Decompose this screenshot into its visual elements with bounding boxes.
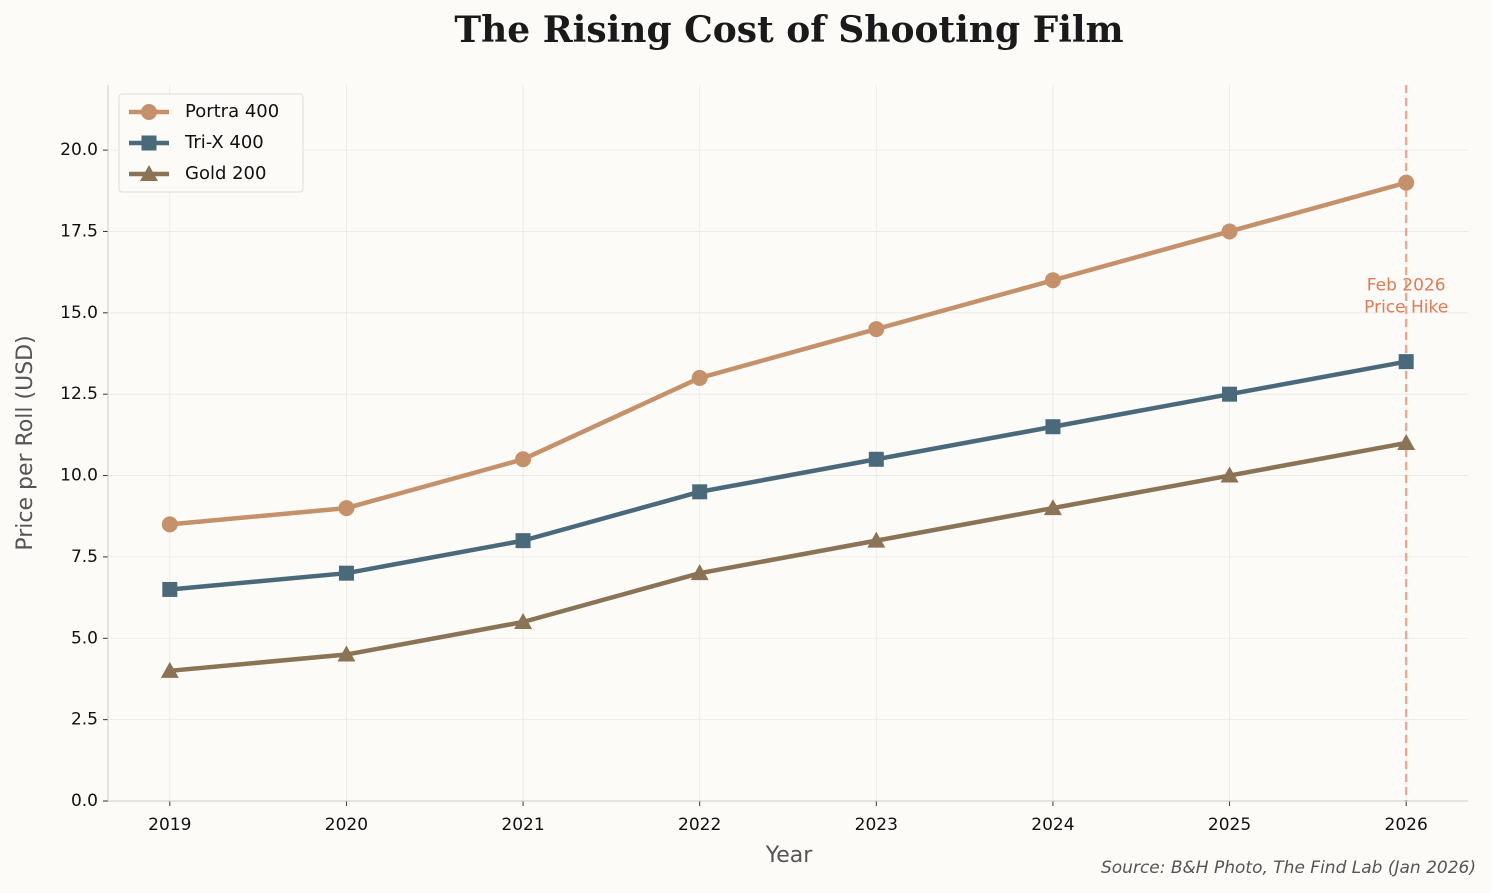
marker	[1221, 223, 1238, 240]
marker	[514, 613, 533, 629]
y-tick-label: 2.5	[71, 710, 98, 730]
marker	[1043, 499, 1062, 516]
marker	[515, 533, 531, 549]
marker	[867, 531, 886, 548]
y-tick-label: 15.0	[60, 303, 98, 323]
y-tick-label: 12.5	[60, 384, 98, 404]
x-tick-label: 2019	[148, 815, 191, 835]
marker	[337, 645, 356, 662]
y-tick-label: 10.0	[60, 466, 98, 486]
legend-label: Portra 400	[185, 101, 279, 122]
legend-label: Gold 200	[185, 163, 266, 184]
marker	[692, 484, 708, 500]
marker	[868, 321, 885, 338]
marker	[1222, 386, 1238, 402]
series-line	[169, 359, 1407, 592]
marker	[160, 661, 179, 678]
marker	[338, 565, 354, 581]
marker	[1044, 272, 1061, 289]
annotation-text: Price Hike	[1364, 298, 1448, 318]
source-note: Source: B&H Photo, The Find Lab (Jan 202…	[1101, 858, 1476, 878]
legend-label: Tri-X 400	[184, 132, 264, 153]
y-tick-label: 5.0	[71, 628, 98, 648]
x-tick-label: 2026	[1385, 815, 1428, 835]
marker	[1397, 434, 1416, 450]
x-axis-label: Year	[765, 843, 814, 868]
marker	[161, 516, 178, 533]
y-tick-label: 0.0	[71, 791, 98, 811]
y-tick-label: 7.5	[71, 547, 98, 567]
series-line	[169, 440, 1407, 674]
marker	[1045, 419, 1061, 435]
marker	[141, 104, 157, 120]
legend: Portra 400 Tri-X 400 Gold 200	[118, 93, 304, 193]
y-tick-label: 17.5	[60, 221, 98, 241]
x-tick-label: 2024	[1031, 815, 1074, 835]
marker	[690, 564, 709, 581]
marker	[1220, 466, 1239, 483]
x-tick-label: 2023	[855, 815, 898, 835]
marker	[1398, 174, 1415, 191]
marker	[162, 581, 178, 597]
annotation-text: Feb 2026	[1367, 276, 1446, 296]
marker	[515, 451, 532, 468]
series-line	[169, 180, 1407, 527]
legend-box	[118, 93, 304, 193]
y-tick-label: 20.0	[60, 140, 98, 160]
marker	[691, 369, 708, 386]
x-tick-label: 2022	[678, 815, 721, 835]
x-tick-label: 2021	[501, 815, 544, 835]
marker	[868, 451, 884, 467]
marker	[141, 135, 157, 151]
y-axis-label: Price per Roll (USD)	[13, 335, 38, 550]
marker	[140, 165, 158, 181]
marker	[338, 500, 355, 517]
marker	[1398, 354, 1414, 370]
x-tick-label: 2025	[1208, 815, 1251, 835]
x-tick-label: 2020	[325, 815, 368, 835]
chart-title: The Rising Cost of Shooting Film	[454, 9, 1123, 51]
